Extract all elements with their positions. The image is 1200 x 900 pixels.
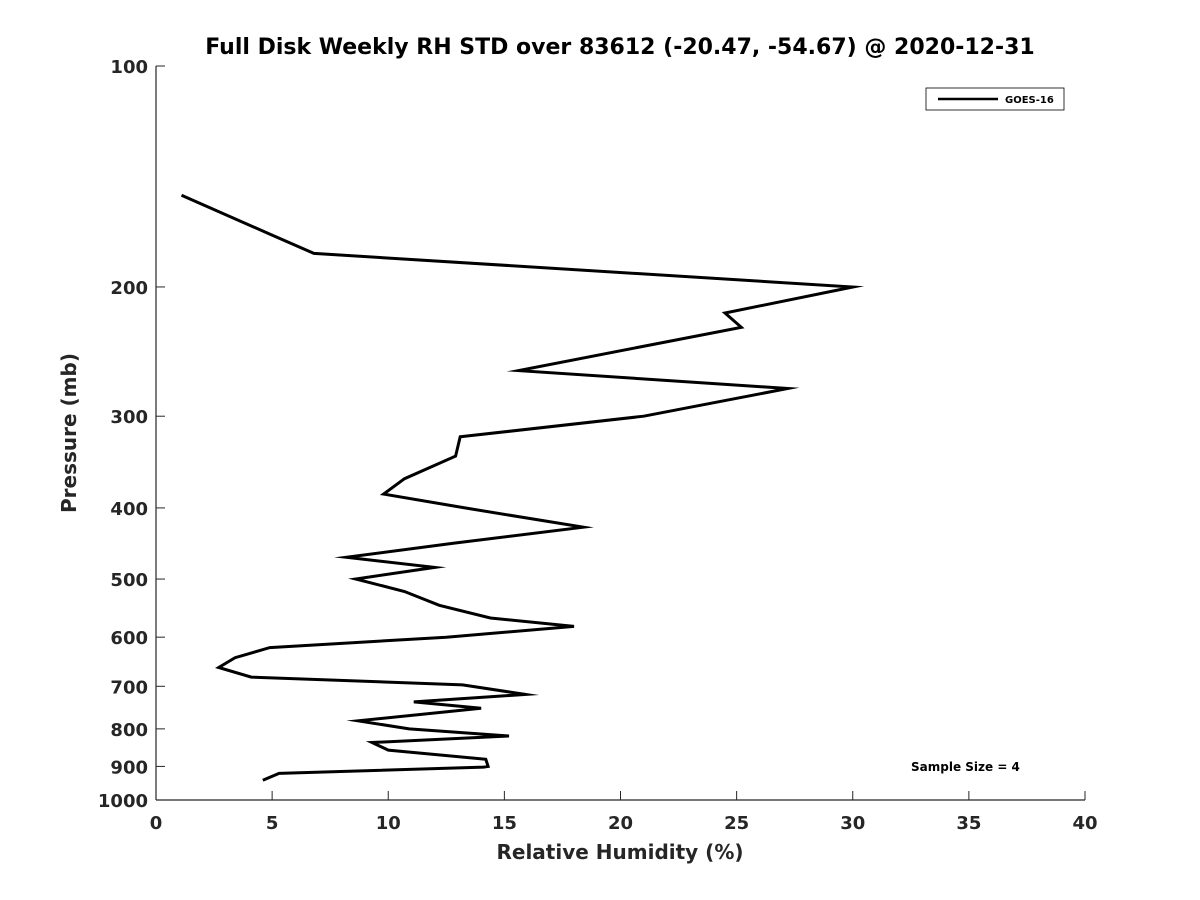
x-tick-label: 20 <box>608 813 633 834</box>
y-axis-label: Pressure (mb) <box>57 353 81 513</box>
sample-size-annotation: Sample Size = 4 <box>911 760 1020 774</box>
y-tick-label: 800 <box>110 720 148 741</box>
y-tick-label: 100 <box>110 57 148 78</box>
x-axis-ticks: 0 5 10 15 20 25 30 35 40 <box>150 791 1098 834</box>
x-tick-label: 15 <box>492 813 517 834</box>
legend: GOES-16 <box>925 87 1065 111</box>
x-axis-label: Relative Humidity (%) <box>496 840 743 864</box>
x-tick-label: 35 <box>956 813 981 834</box>
x-tick-label: 40 <box>1072 813 1097 834</box>
y-tick-label: 500 <box>110 570 148 591</box>
y-tick-label: 300 <box>110 407 148 428</box>
x-tick-label: 10 <box>376 813 401 834</box>
x-tick-label: 0 <box>150 813 163 834</box>
series-layer <box>180 193 865 782</box>
chart-title: Full Disk Weekly RH STD over 83612 (-20.… <box>205 35 1035 60</box>
x-tick-label: 5 <box>266 813 279 834</box>
y-tick-label: 700 <box>110 677 148 698</box>
y-tick-label: 400 <box>110 499 148 520</box>
x-tick-label: 25 <box>724 813 749 834</box>
y-tick-label: 1000 <box>98 791 148 812</box>
legend-label-goes-16: GOES-16 <box>1005 95 1054 106</box>
y-axis-ticks: 100 200 300 400 500 600 700 800 900 1000 <box>98 57 165 812</box>
series-line-goes-16 <box>180 193 865 782</box>
x-tick-label: 30 <box>840 813 865 834</box>
y-tick-label: 600 <box>110 628 148 649</box>
y-tick-label: 900 <box>110 757 148 778</box>
y-tick-label: 200 <box>110 278 148 299</box>
